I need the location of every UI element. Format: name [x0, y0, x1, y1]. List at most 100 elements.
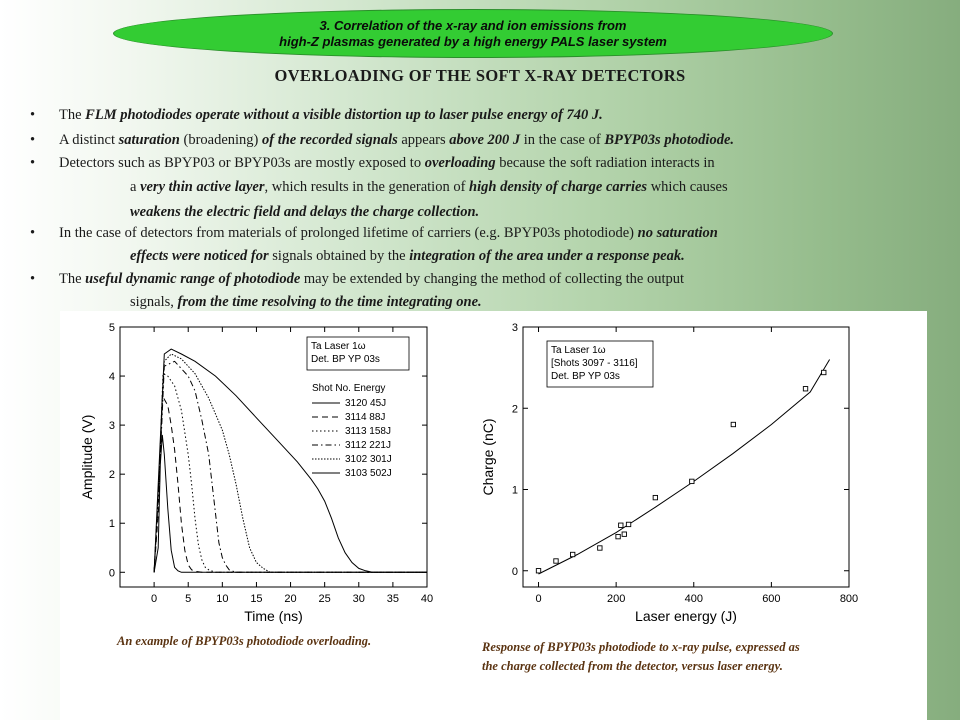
y-axis-title: Charge (nC) — [480, 418, 496, 495]
text-segment: In the case of detectors from materials … — [59, 225, 638, 241]
legend-entry: 3102 301J — [345, 454, 392, 465]
chart-0: 0 5 10 15 20 25 30 35 40 0 1 2 3 4 5 Time (ns) Amplitude… — [79, 322, 433, 624]
x-tick-label: 40 — [421, 593, 433, 605]
text-segment: appears — [397, 132, 450, 148]
y-tick-label: 3 — [109, 420, 115, 432]
text-segment: may be extended by changing the method o… — [300, 271, 685, 287]
banner-line-2: high-Z plasmas generated by a high energ… — [279, 33, 667, 49]
text-segment: The — [59, 107, 86, 123]
x-tick-label: 35 — [387, 593, 399, 605]
bullet-continuation: effects were noticed for signals obtaine… — [130, 248, 685, 265]
text-segment: of the recorded signals — [262, 132, 398, 148]
x-tick-label: 10 — [216, 593, 228, 605]
text-segment: a — [130, 179, 141, 195]
series-line-3102 — [153, 353, 427, 573]
bullet-dot: • — [30, 225, 36, 241]
y-tick-label: 0 — [512, 566, 518, 578]
bullet-continuation: signals, from the time resolving to the … — [130, 294, 482, 311]
bullet-text: In the case of detectors from materials … — [59, 225, 718, 242]
text-segment: from the time resolving to the time inte… — [177, 294, 482, 310]
data-point — [689, 478, 695, 485]
data-point — [621, 531, 627, 537]
y-tick-label: 2 — [109, 469, 115, 481]
fit-line — [538, 359, 831, 575]
data-point — [535, 568, 542, 574]
text-segment: very thin active layer — [140, 179, 265, 195]
x-tick-label: 0 — [151, 593, 157, 605]
bullet-text: A distinct saturation (broadening) of th… — [59, 132, 734, 149]
bullet-text: Detectors such as BPYP03 or BPYP03s are … — [59, 155, 715, 172]
right-figure-caption-line-2: the charge collected from the detector, … — [482, 659, 783, 673]
text-segment: , which results in the generation of — [264, 179, 470, 195]
y-tick-label: 0 — [109, 567, 115, 579]
legend-box-line: Ta Laser 1ω — [311, 341, 366, 352]
bullet-dot: • — [30, 155, 36, 171]
text-segment: BPYP03s photodiode. — [604, 132, 735, 148]
x-tick-label: 0 — [535, 593, 541, 605]
banner-line-1: 3. Correlation of the x-ray and ion emis… — [319, 17, 627, 33]
bullet-text: The FLM photodiodes operate without a vi… — [59, 107, 603, 124]
text-segment: high density of charge carries — [469, 179, 648, 195]
bullet-dot: • — [30, 107, 36, 123]
slide-title: OVERLOADING OF THE SOFT X-RAY DETECTORS — [274, 66, 686, 85]
y-tick-label: 5 — [109, 322, 115, 334]
bullet-dot: • — [30, 271, 36, 287]
legend-entry: 3112 221J — [345, 440, 391, 451]
right-figure-caption-line-1: Response of BPYP03s photodiode to x-ray … — [482, 640, 800, 654]
text-segment: because the soft radiation interacts in — [495, 155, 715, 171]
legend-entry: 3120 45J — [345, 398, 386, 409]
data-point — [821, 369, 827, 376]
legend-box-line: Det. BP YP 03s — [551, 371, 620, 382]
y-tick-label: 1 — [512, 485, 518, 497]
text-segment: signals, — [130, 294, 178, 310]
legend-box — [306, 336, 410, 371]
series-line-3103 — [153, 348, 427, 573]
y-axis-title: Amplitude (V) — [79, 415, 95, 500]
left-figure-caption: An example of BPYP03s photodiode overloa… — [117, 634, 372, 648]
data-point — [570, 551, 576, 558]
x-tick-label: 400 — [685, 593, 703, 605]
x-tick-label: 600 — [762, 593, 780, 605]
text-segment: no saturation — [637, 225, 718, 241]
bullet-continuation: a very thin active layer, which results … — [130, 179, 728, 196]
text-segment: A distinct — [59, 132, 119, 148]
text-segment: integration of the area under a response… — [409, 248, 685, 264]
text-segment: in the case of — [520, 132, 605, 148]
text-segment: Detectors such as BPYP03 or BPYP03s are … — [59, 155, 425, 171]
x-tick-label: 800 — [840, 593, 858, 605]
text-segment: (broadening) — [179, 132, 263, 148]
y-tick-label: 1 — [109, 518, 115, 530]
plot-frame — [119, 326, 428, 588]
data-point — [625, 521, 632, 528]
x-tick-label: 25 — [319, 593, 331, 605]
legend-box — [546, 340, 654, 388]
y-tick-label: 2 — [512, 403, 518, 415]
legend-box-line: Ta Laser 1ω — [551, 345, 606, 356]
x-axis-title: Laser energy (J) — [635, 608, 737, 624]
y-tick-label: 3 — [512, 322, 518, 334]
data-point — [553, 558, 559, 564]
text-segment: The — [59, 271, 86, 287]
chart-1: 0 200 400 600 800 0 1 2 3 Laser energy (J) Charge … — [480, 322, 858, 624]
section-banner: 3. Correlation of the x-ray and ion emis… — [113, 9, 833, 58]
text-segment: overloading — [424, 155, 496, 171]
y-tick-label: 4 — [109, 371, 115, 383]
legend-entry: 3103 502J — [345, 468, 392, 479]
text-segment: saturation — [118, 132, 180, 148]
bullet-dot: • — [30, 132, 36, 148]
figure-panel: 0 5 10 15 20 25 30 35 40 0 1 2 3 4 5 Time (ns) Amplitude… — [60, 311, 927, 720]
data-point — [618, 522, 624, 528]
legend-entry: 3113 158J — [345, 426, 391, 437]
legend-box-line: Det. BP YP 03s — [311, 354, 380, 365]
x-tick-label: 200 — [607, 593, 625, 605]
text-segment: signals obtained by the — [268, 248, 410, 264]
bullet-text: The useful dynamic range of photodiode m… — [59, 271, 684, 288]
data-point — [802, 386, 809, 392]
series-line-3112 — [153, 360, 427, 573]
legend-header: Shot No. Energy — [312, 383, 385, 394]
data-point — [652, 494, 658, 501]
x-tick-label: 15 — [250, 593, 262, 605]
series-line-3113 — [153, 372, 427, 573]
x-axis-title: Time (ns) — [244, 608, 303, 624]
